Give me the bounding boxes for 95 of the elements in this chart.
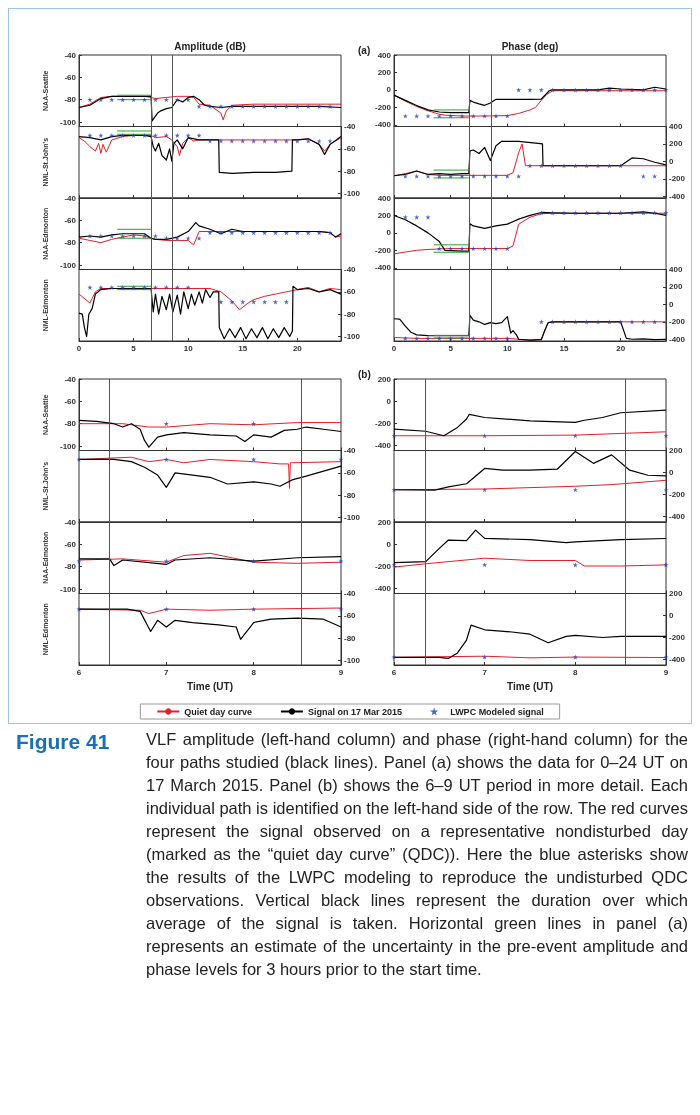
- x-tick-label: 6: [76, 667, 82, 677]
- y-tick-label: -200: [669, 174, 686, 184]
- x-tick-label: 7: [164, 667, 170, 677]
- y-tick-label: 200: [669, 282, 683, 292]
- x-tick-label: 8: [251, 667, 257, 677]
- y-tick-label: -400: [669, 655, 686, 664]
- y-tick-label: -400: [374, 263, 392, 273]
- y-tick-label: -400: [374, 440, 392, 450]
- text: VLF amplitude (left-hand column) and phase (right-hand column) for the four paths studied (black lines). Panel (a) shows the data for 0–24 UT on 17 March 2015. Panel (b) shows the 6–9 UT period in more detail. Each individual path is identified on the left-hand side of the row. The red curves represent the signal observed on a representative nondisturbed day (marked as the “quiet day curve” (QDC)). Here the blue asterisks show the results of the LWPC modeling to reproduce the undisturbed QDC observations. Vertical black lines represent the duration over which average of the signal is taken. Horizontal green lines in panel (a) represents an estimate of the uncertainty in the pre-event amplitude and phase levels for 3 hours prior to the start time.: [146, 730, 688, 978]
- x-tick-label: 20: [616, 343, 626, 353]
- y-tick-label: 200: [377, 374, 392, 384]
- y-tick-label: -80: [344, 633, 357, 643]
- x-tick-label: 10: [183, 343, 194, 353]
- y-tick-label: -40: [64, 374, 77, 384]
- y-tick-label: -200: [374, 418, 392, 428]
- y-tick-label: -60: [64, 396, 77, 406]
- chart-title: Phase (deg): [501, 40, 559, 52]
- y-tick-label: -80: [64, 238, 77, 248]
- y-tick-label: -400: [374, 583, 392, 593]
- y-tick-label: 200: [377, 517, 392, 527]
- y-tick-label: -60: [64, 215, 77, 225]
- y-tick-label: -400: [669, 512, 686, 521]
- y-tick-label: -80: [344, 309, 357, 319]
- x-tick-label: 9: [338, 667, 344, 677]
- x-tick-label: 15: [559, 343, 569, 353]
- y-tick-label: 200: [377, 67, 392, 77]
- y-tick-label: -60: [64, 539, 77, 549]
- y-tick-label: 200: [669, 589, 683, 598]
- y-tick-label: -100: [344, 332, 361, 342]
- y-tick-label: 0: [669, 611, 674, 620]
- y-tick-label: 400: [377, 193, 392, 203]
- y-tick-label: -40: [64, 193, 77, 203]
- y-tick-label: -200: [669, 633, 686, 642]
- y-tick-label: 200: [377, 210, 392, 220]
- y-tick-label: -200: [374, 245, 392, 255]
- y-tick-label: -200: [374, 102, 392, 112]
- y-tick-label: -200: [669, 490, 686, 499]
- y-tick-label: 0: [386, 396, 392, 406]
- y-tick-label: -40: [344, 265, 357, 274]
- y-tick-label: -100: [344, 513, 361, 523]
- x-tick-label: 5: [448, 343, 454, 353]
- y-tick-label: -40: [344, 122, 357, 131]
- x-tick-label: 15: [238, 343, 248, 353]
- x-tick-label: 8: [573, 667, 579, 677]
- text: (b): [358, 368, 371, 380]
- y-tick-label: -400: [669, 334, 686, 344]
- x-tick-label: 9: [663, 667, 669, 677]
- y-tick-label: 0: [669, 299, 674, 309]
- y-tick-label: -60: [64, 72, 77, 82]
- y-tick-label: -40: [344, 446, 357, 455]
- y-tick-label: -100: [344, 189, 361, 199]
- y-tick-label: -80: [344, 166, 357, 176]
- y-tick-label: -100: [59, 584, 77, 594]
- y-tick-label: 400: [669, 265, 683, 274]
- x-tick-label: 10: [502, 343, 513, 353]
- x-axis-title: Time (UT): [187, 680, 233, 692]
- y-tick-label: -60: [344, 611, 357, 621]
- x-tick-label: 5: [131, 343, 137, 353]
- y-tick-label: -400: [669, 191, 686, 201]
- y-tick-label: -400: [374, 120, 392, 130]
- y-tick-label: -40: [64, 517, 77, 527]
- x-tick-label: 7: [482, 667, 488, 677]
- y-tick-label: 0: [386, 539, 392, 549]
- y-tick-label: -200: [669, 317, 686, 327]
- x-axis-title: Time (UT): [507, 680, 553, 692]
- y-tick-label: -40: [64, 50, 77, 60]
- y-tick-label: -100: [59, 441, 77, 451]
- y-tick-label: -60: [344, 144, 357, 154]
- y-tick-label: -80: [64, 562, 77, 572]
- legend-label: Signal on 17 Mar 2015: [307, 706, 402, 717]
- y-tick-label: -100: [344, 656, 361, 666]
- y-tick-label: 400: [377, 50, 392, 60]
- legend-label: Quiet day curve: [184, 706, 252, 717]
- y-tick-label: 200: [669, 446, 683, 455]
- chart-title: Amplitude (dB): [174, 40, 246, 52]
- y-tick-label: -80: [64, 95, 77, 105]
- y-tick-label: 0: [386, 85, 392, 95]
- y-tick-label: -100: [59, 260, 77, 270]
- y-tick-label: -80: [344, 490, 357, 500]
- y-tick-label: 200: [669, 139, 683, 149]
- y-tick-label: -60: [344, 287, 357, 297]
- y-tick-label: 0: [669, 468, 674, 477]
- text: (a): [358, 44, 371, 56]
- x-tick-label: 6: [391, 667, 397, 677]
- y-tick-label: -100: [59, 117, 77, 127]
- y-tick-label: -80: [64, 419, 77, 429]
- y-tick-label: -200: [374, 561, 392, 571]
- y-tick-label: -40: [344, 589, 357, 598]
- y-tick-label: 0: [386, 228, 392, 238]
- y-tick-label: 400: [669, 122, 683, 131]
- y-tick-label: 0: [669, 156, 674, 166]
- caption: Figure 41: [15, 729, 111, 755]
- x-tick-label: 20: [292, 343, 303, 353]
- y-tick-label: -60: [344, 468, 357, 478]
- legend-label: LWPC Modeled signal: [450, 706, 544, 717]
